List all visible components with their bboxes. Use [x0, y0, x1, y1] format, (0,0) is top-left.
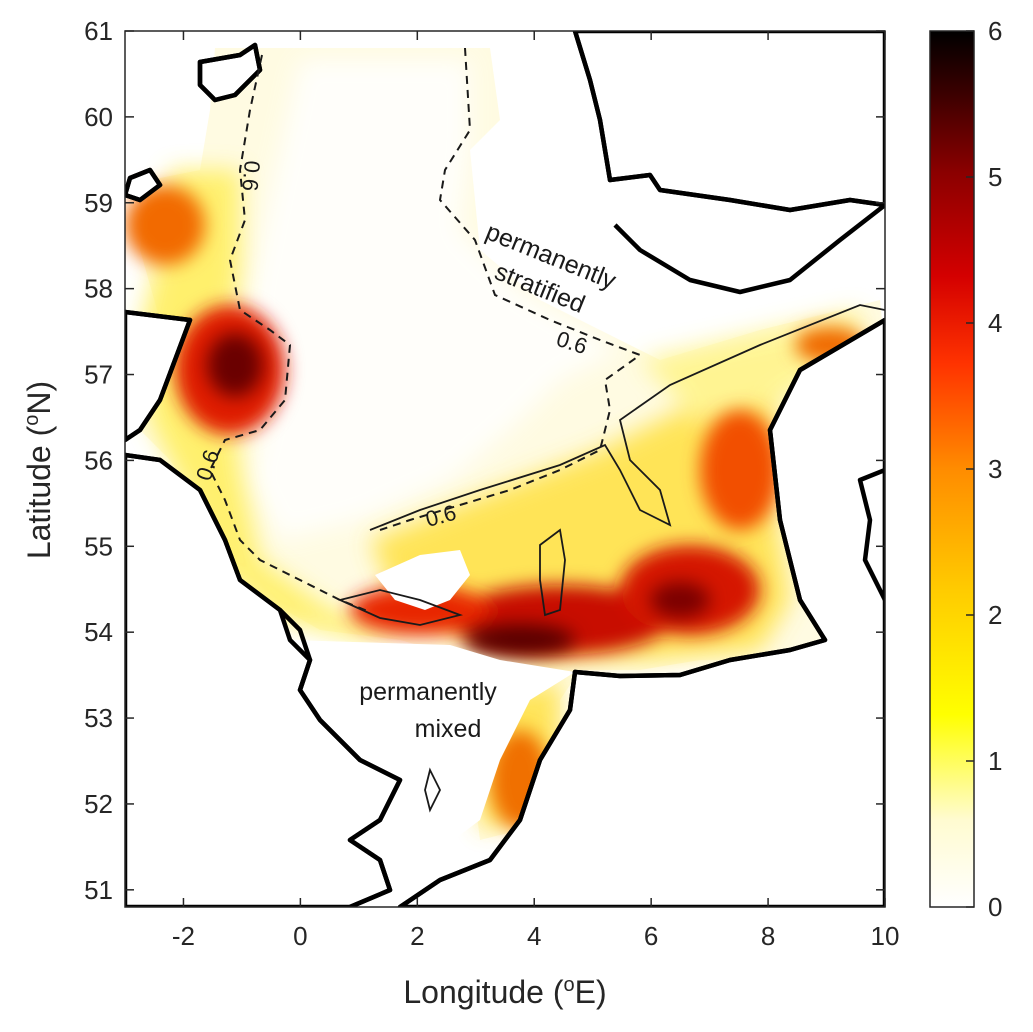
- y-tick-label: 52: [84, 789, 113, 819]
- x-axis-title: Longitude (oE): [403, 974, 606, 1010]
- norway-land: [572, 31, 885, 213]
- y-tick-label: 54: [84, 617, 113, 647]
- hotspot-orkney: [125, 185, 205, 265]
- y-tick-label: 60: [84, 102, 113, 132]
- x-tick-label: 4: [527, 921, 541, 951]
- colorbar-tick-label: 4: [988, 308, 1002, 338]
- annotation-mixed-line2: mixed: [415, 715, 482, 743]
- y-tick-label: 55: [84, 531, 113, 561]
- high-value-areas: [125, 185, 865, 830]
- contour-0.6: [208, 47, 643, 613]
- colorbar-tick-label: 6: [988, 16, 1002, 46]
- mixed-boundary: [337, 304, 885, 813]
- y-axis-title: Latitude (oN): [21, 381, 57, 559]
- norway-coast-south: [613, 203, 885, 295]
- colorbar-ticks: 0 1 2 3 4 5 6: [966, 16, 1002, 922]
- map-plot-area: 0.6 0.6 0.6 0.6 permanently stratified p…: [125, 31, 885, 907]
- hotspot-dogger-south: [350, 585, 490, 635]
- y-tick-label: 53: [84, 703, 113, 733]
- contour-east: [379, 47, 643, 531]
- colorbar-tick-label: 3: [988, 454, 1002, 484]
- y-tick-label: 58: [84, 274, 113, 304]
- hotspot-jutland: [700, 410, 780, 530]
- y-tick-label: 61: [84, 16, 113, 46]
- colorbar-tick-label: 1: [988, 746, 1002, 776]
- y-tick-label: 57: [84, 360, 113, 390]
- x-tick-label: -2: [172, 921, 195, 951]
- mixed-region: [290, 640, 575, 850]
- annotation-mixed-line1: permanently: [359, 678, 497, 706]
- peak-value-areas: [207, 333, 710, 656]
- stratified-region: [250, 60, 620, 540]
- x-tick-label: 6: [644, 921, 658, 951]
- y-axis-ticks: 51 52 53 54 55 56 57 58 59 60 61: [84, 16, 885, 905]
- x-tick-label: 0: [293, 921, 307, 951]
- y-tick-label: 56: [84, 445, 113, 475]
- plot-frame: [124, 30, 886, 908]
- colorbar-tick-label: 5: [988, 162, 1002, 192]
- x-tick-label: 8: [761, 921, 775, 951]
- contour-label-nw: 0.6: [237, 160, 265, 193]
- contour-west: [208, 54, 371, 613]
- x-tick-label: 10: [871, 921, 900, 951]
- coastlines: [125, 31, 885, 907]
- y-tick-label: 51: [84, 875, 113, 905]
- x-axis-ticks: -2 0 2 4 6 8 10: [172, 31, 900, 951]
- colorbar-tick-label: 0: [988, 892, 1002, 922]
- y-tick-label: 59: [84, 188, 113, 218]
- x-tick-label: 2: [410, 921, 424, 951]
- colorbar-tick-label: 2: [988, 600, 1002, 630]
